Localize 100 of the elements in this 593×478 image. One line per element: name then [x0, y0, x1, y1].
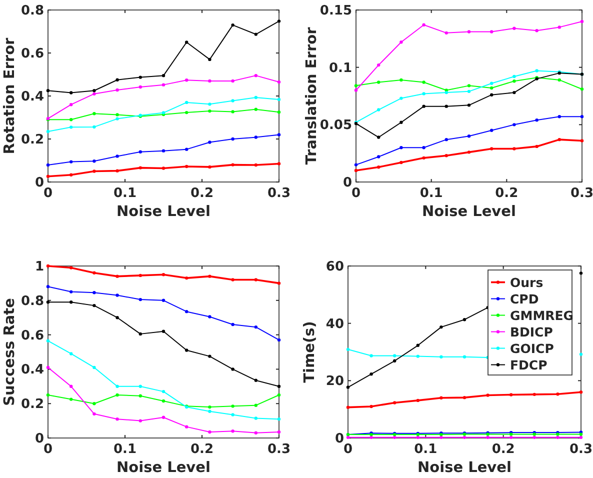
point	[208, 140, 212, 144]
point	[185, 148, 188, 151]
point	[393, 354, 396, 358]
point	[467, 84, 471, 88]
point	[208, 79, 212, 83]
point	[512, 123, 516, 126]
point	[185, 348, 188, 352]
point	[512, 147, 516, 150]
point	[185, 310, 188, 314]
point	[354, 88, 358, 92]
point	[277, 20, 281, 23]
point	[490, 93, 494, 96]
point	[116, 274, 119, 278]
point	[254, 32, 258, 36]
x-tick-label: 0.2	[492, 442, 515, 457]
y-tick-label: 0.8	[20, 4, 44, 18]
point	[162, 330, 166, 333]
point	[393, 401, 396, 404]
x-axis-title: Noise Level	[116, 204, 210, 220]
point	[70, 352, 73, 356]
point	[92, 412, 96, 416]
point	[532, 436, 536, 440]
point	[467, 30, 471, 34]
point	[444, 31, 448, 35]
point	[92, 170, 96, 173]
x-tick-label: 0.3	[570, 186, 593, 201]
point	[400, 146, 403, 150]
y-tick-label: 0	[342, 176, 352, 190]
point	[440, 396, 443, 400]
point	[370, 436, 373, 440]
y-tick-label: 40	[326, 316, 344, 332]
point	[70, 300, 73, 304]
x-axis-title: Noise Level	[422, 204, 516, 220]
y-axis-title: Rotation Error	[2, 36, 18, 154]
point	[231, 413, 234, 416]
point	[535, 144, 538, 148]
point	[462, 318, 466, 322]
point	[467, 90, 471, 94]
point	[254, 404, 258, 407]
point	[558, 115, 561, 118]
x-tick-label: 0.3	[569, 442, 593, 457]
point	[580, 139, 584, 142]
point	[535, 69, 538, 72]
point	[579, 352, 583, 356]
point	[579, 272, 583, 275]
point	[208, 58, 212, 62]
y-tick-label: 0.15	[320, 4, 352, 18]
point	[444, 104, 448, 108]
point	[208, 102, 212, 106]
point	[370, 404, 373, 408]
point	[558, 138, 561, 142]
point	[70, 266, 73, 270]
point	[400, 40, 403, 44]
point	[393, 436, 396, 440]
point	[46, 393, 50, 397]
point	[46, 130, 50, 134]
point	[377, 165, 380, 169]
point	[462, 355, 466, 358]
point	[116, 78, 119, 82]
point	[208, 430, 212, 434]
point	[277, 162, 281, 166]
point	[208, 410, 212, 413]
point	[377, 108, 380, 112]
point	[512, 79, 516, 83]
point	[231, 23, 234, 27]
point	[138, 76, 142, 79]
x-tick-label: 0.1	[414, 442, 438, 457]
point	[440, 325, 443, 329]
legend-label: CPD	[510, 291, 539, 306]
point	[231, 137, 234, 141]
point	[490, 86, 494, 90]
point	[116, 294, 119, 297]
y-tick-label: 0.2	[20, 397, 44, 412]
point	[277, 98, 281, 102]
point	[346, 386, 350, 389]
point	[92, 291, 96, 294]
point	[162, 399, 166, 403]
point	[116, 169, 119, 172]
x-tick-label: 0.1	[113, 186, 137, 201]
legend-label: BDICP	[510, 324, 553, 340]
point	[162, 83, 166, 86]
point	[558, 78, 561, 82]
point	[277, 393, 281, 397]
point	[46, 339, 50, 342]
point	[231, 368, 234, 371]
point	[490, 147, 494, 150]
x-tick-label: 0.2	[190, 442, 214, 457]
x-tick-label: 0.2	[495, 186, 518, 201]
point	[558, 26, 561, 29]
point	[231, 163, 234, 166]
point	[444, 90, 448, 94]
point	[92, 271, 96, 274]
point	[162, 149, 166, 152]
point	[254, 163, 258, 167]
point	[92, 125, 96, 129]
y-tick-label: 0.6	[20, 328, 44, 344]
point	[162, 74, 166, 78]
point	[277, 338, 281, 342]
point	[208, 165, 212, 169]
y-tick-label: 0.05	[320, 118, 352, 134]
